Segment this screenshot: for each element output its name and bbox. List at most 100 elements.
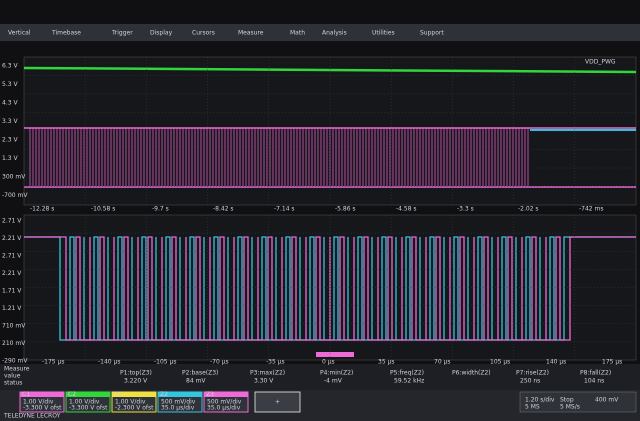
menu-item[interactable]: Vertical: [8, 30, 31, 37]
y-label: 3.3 V: [2, 118, 18, 125]
y-label: 1.21 V: [2, 305, 22, 312]
x-label: -5.86 s: [335, 206, 356, 213]
x-label: 175 µs: [602, 359, 622, 366]
param-value: 59.52 kHz: [394, 378, 424, 385]
y-label: 2.21 V: [2, 270, 22, 277]
channel-tab: [158, 392, 202, 397]
timebase-threshold: 400 mV: [595, 397, 619, 404]
menu-item[interactable]: Display: [150, 30, 173, 37]
measure-bar: [0, 364, 640, 390]
channel-scale: 500 mV/div: [161, 399, 196, 406]
channel-tab: [20, 392, 64, 397]
y-label: 2.71 V: [2, 253, 22, 260]
param-name: P3:max(Z2): [250, 370, 285, 377]
timebase-samples: 5 MS: [525, 404, 540, 411]
y-label: 2.3 V: [2, 137, 18, 144]
menu-item[interactable]: Utilities: [372, 30, 395, 37]
param-value: 104 ns: [584, 378, 604, 385]
channel-scale: 1.00 V/div: [69, 399, 100, 406]
channel-offset: -3.300 V ofst: [23, 405, 62, 412]
channel-name: C1: [22, 391, 30, 398]
timebase-rate: 1.20 s/div: [525, 397, 555, 404]
x-label: 70 µs: [434, 359, 451, 366]
trace-square: [24, 236, 636, 341]
param-name: P6:width(Z2): [452, 370, 491, 377]
y-label: -700 mV: [2, 192, 28, 199]
x-label: -140 µs: [98, 359, 120, 366]
y-label: 300 mV: [2, 174, 26, 181]
param-value: 3.30 V: [254, 378, 274, 385]
timebase-box: [519, 391, 637, 413]
x-label: 140 µs: [546, 359, 566, 366]
y-label: 210 mV: [2, 340, 26, 347]
timebase-mode: Stop: [560, 397, 574, 404]
add-label: +: [275, 399, 280, 406]
x-label: -35 µs: [266, 359, 285, 366]
y-label: -290 mV: [2, 358, 28, 365]
channel-name: Z2: [160, 391, 168, 398]
y-label: 1.71 V: [2, 288, 22, 295]
y-label: 4.3 V: [2, 100, 18, 107]
measure-header: status: [4, 380, 22, 387]
x-label: 0 µs: [322, 359, 335, 366]
param-value: -4 mV: [324, 378, 343, 385]
timebase-sample-rate: 5 MS/s: [560, 404, 580, 411]
menu-item[interactable]: Analysis: [322, 30, 347, 37]
trace-label: VDD_PWG: [585, 59, 616, 66]
menu-item[interactable]: Math: [290, 30, 305, 37]
menu-item[interactable]: Timebase: [51, 30, 81, 37]
x-label: -2.02 s: [518, 206, 539, 213]
param-name: P2:base(Z3): [182, 370, 218, 377]
param-name: P8:fall(Z2): [580, 370, 611, 377]
x-label: -4.58 s: [396, 206, 417, 213]
y-label: 5.3 V: [2, 81, 18, 88]
channel-name: C3: [114, 391, 122, 398]
param-name: P1:top(Z3): [120, 370, 152, 377]
menu-item[interactable]: Support: [420, 30, 444, 37]
x-label: 105 µs: [490, 359, 510, 366]
x-label: -175 µs: [42, 359, 64, 366]
menu-item[interactable]: Measure: [238, 30, 264, 37]
channel-tab: [112, 392, 156, 397]
channel-tab: [66, 392, 110, 397]
channel-tab: [204, 392, 248, 397]
channel-offset: -3.300 V ofst: [69, 405, 108, 412]
param-name: P4:min(Z2): [320, 370, 353, 377]
channel-name: Z3: [206, 391, 214, 398]
channel-scale: 1.00 V/div: [23, 399, 54, 406]
measure-header: value: [4, 373, 21, 380]
y-label: 2.21 V: [2, 235, 22, 242]
y-label: 6.3 V: [2, 63, 18, 70]
add-button[interactable]: [254, 391, 301, 413]
measure-header: Measure: [4, 366, 30, 373]
x-label: -742 ms: [579, 206, 604, 213]
x-label: 35 µs: [378, 359, 395, 366]
channel-scale: 1.00 V/div: [115, 399, 146, 406]
trigger-marker: [316, 352, 354, 357]
x-label: -3.3 s: [457, 206, 474, 213]
channel-scale: 500 mV/div: [207, 399, 242, 406]
menu-item[interactable]: Trigger: [111, 30, 133, 37]
channel-name: C2: [68, 391, 76, 398]
trace-square: [24, 236, 636, 341]
param-value: 250 ns: [520, 378, 540, 385]
y-label: 710 mV: [2, 323, 26, 330]
x-label: -7.14 s: [274, 206, 295, 213]
waveforms: [23, 66, 637, 357]
x-label: -10.58 s: [91, 206, 115, 213]
channel-offset: 35.0 µs/div: [207, 405, 241, 412]
x-label: -9.7 s: [152, 206, 169, 213]
channel-offset: -2.300 V ofst: [115, 405, 154, 412]
y-label: 2.71 V: [2, 218, 22, 225]
x-label: -105 µs: [154, 359, 176, 366]
param-value: 84 mV: [186, 378, 206, 385]
y-label: 1.3 V: [2, 155, 18, 162]
param-name: P7:rise(Z2): [516, 370, 549, 377]
x-label: -70 µs: [210, 359, 229, 366]
x-label: -8.42 s: [213, 206, 234, 213]
menu-bar: [0, 24, 640, 41]
param-value: 3.220 V: [124, 378, 148, 385]
menu-item[interactable]: Cursors: [192, 30, 215, 37]
brand: TELEDYNE LECROY: [3, 413, 61, 420]
